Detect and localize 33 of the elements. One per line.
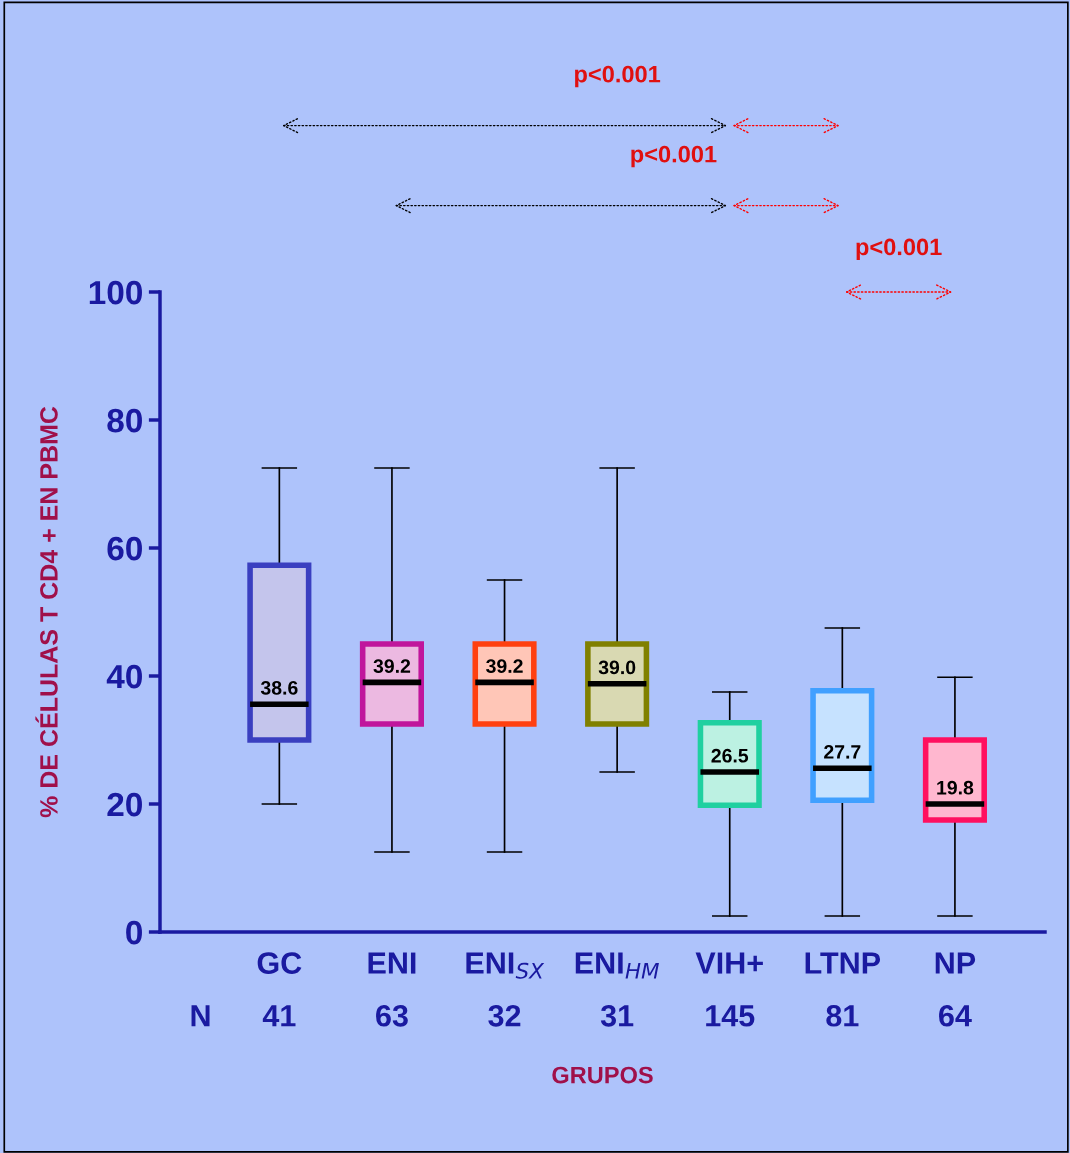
x-axis-title: GRUPOS [552,1066,653,1084]
y-tick-label: 0 [126,920,142,945]
text: p<0.001 [631,145,717,168]
y-tick-label: 20 [107,792,142,817]
text: p<0.001 [575,65,661,88]
text: 32 [488,1004,521,1027]
y-tick-label: 80 [107,408,142,433]
text: 63 [376,1004,408,1027]
x-tick-label: NP [935,952,976,974]
text: p<0.001 [856,238,942,260]
y-tick-label: 40 [106,664,142,689]
text: 64 [939,1004,972,1027]
x-tick-label: GC [257,952,302,974]
text: 39.2 [373,659,411,674]
x-tick-label: LTNP [805,952,881,974]
y-axis-title: % DE CÉLULAS T CD4 + EN PBMC [35,406,58,818]
text: 81 [826,1004,859,1027]
text: 19.8 [937,780,974,795]
x-tick-label: ENI$_{HM}$ [575,952,659,979]
text: 145 [706,1005,755,1027]
y-tick-label: 100 [89,280,142,305]
text: N [191,1005,210,1027]
text: 41 [262,1005,296,1027]
x-tick-label: ENI [368,952,416,974]
text: 38.6 [260,680,298,695]
x-tick-label: VIH+ [695,952,763,974]
text: 39.2 [486,659,523,674]
text: 31 [600,1004,634,1027]
x-tick-label: ENI$_{SX}$ [466,952,545,979]
y-tick-label: 60 [107,536,142,561]
text: 39.0 [598,660,636,675]
text: 26.5 [711,748,749,763]
text: 27.7 [824,744,861,759]
